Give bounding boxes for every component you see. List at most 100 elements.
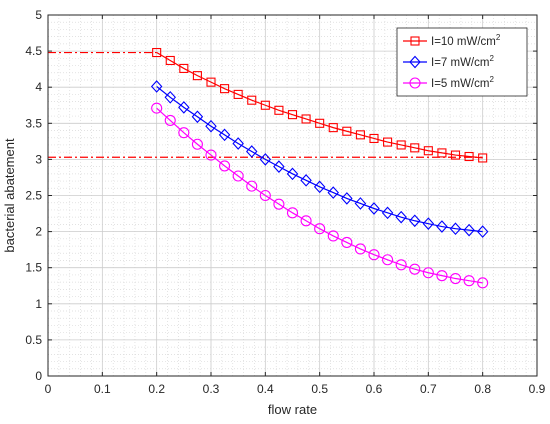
data-point-square [206, 77, 216, 87]
data-point-diamond [327, 186, 339, 199]
data-point-diamond [259, 153, 272, 166]
data-point-diamond [341, 192, 353, 205]
data-point-circle [232, 170, 244, 182]
data-point-circle [164, 114, 176, 126]
data-point-square [410, 36, 420, 46]
data-point-square [220, 84, 230, 94]
legend-label-2: I=5 mW/cm2 [431, 75, 494, 90]
data-point-diamond [164, 90, 176, 104]
data-point-diamond [286, 167, 299, 181]
data-point-circle [422, 267, 434, 279]
data-point-circle [246, 180, 258, 192]
data-point-circle [300, 215, 312, 227]
data-point-circle [368, 249, 380, 261]
y-axis-title: bacterial abatement [2, 138, 17, 253]
data-point-diamond [246, 145, 258, 158]
data-point-circle [449, 272, 462, 285]
data-point-circle [409, 263, 421, 275]
data-point-square [260, 100, 270, 110]
y-tick-label: 1.5 [25, 261, 42, 275]
y-axis-ticks: 0 0.5 1 1.5 2 2.5 3 3.5 4 4.5 5 [25, 8, 537, 383]
data-point-square [383, 137, 393, 147]
reference-lines [48, 51, 483, 158]
x-tick-label: 0.9 [529, 382, 546, 396]
y-tick-label: 2.5 [25, 189, 42, 203]
data-point-square [464, 151, 474, 162]
x-tick-label: 0.3 [203, 382, 220, 396]
x-tick-label: 0.8 [474, 382, 491, 396]
data-point-circle [286, 207, 299, 219]
data-point-diamond [300, 174, 312, 187]
y-tick-label: 2 [35, 225, 42, 239]
data-point-circle [259, 189, 271, 202]
data-point-circle [382, 254, 394, 266]
data-point-diamond [191, 110, 204, 124]
series-line-1 [156, 86, 483, 233]
data-point-circle [178, 127, 190, 139]
data-point-square [396, 140, 406, 150]
data-point-square [410, 143, 420, 153]
legend-label-1: I=7 mW/cm2 [431, 54, 494, 69]
data-point-square [423, 146, 433, 156]
data-point-circle [205, 149, 217, 161]
data-point-square [437, 148, 447, 158]
data-point-square [301, 114, 311, 124]
data-point-square [478, 153, 488, 163]
data-point-diamond [395, 210, 407, 224]
y-tick-label: 0.5 [25, 333, 42, 347]
x-axis-ticks: 0 0.1 0.2 0.3 0.4 0.5 0.6 0.7 0.8 0.9 [45, 15, 546, 396]
data-point-square [355, 130, 365, 140]
y-tick-label: 0 [35, 369, 42, 383]
legend: I=10 mW/cm2 I=7 mW/cm2 I=5 mW/cm2 [396, 27, 528, 97]
data-point-circle [354, 243, 366, 255]
x-tick-label: 0 [45, 382, 52, 396]
data-point-circle [314, 223, 326, 235]
data-point-square [233, 89, 243, 99]
x-axis-title: flow rate [268, 402, 317, 417]
legend-label-superscript: 2 [496, 33, 501, 42]
data-point-diamond [150, 80, 163, 93]
data-point-diamond [218, 128, 231, 142]
data-point-diamond [273, 160, 285, 173]
y-tick-label: 4.5 [25, 44, 42, 58]
data-point-diamond [436, 220, 448, 233]
x-tick-label: 0.4 [257, 382, 274, 396]
data-point-circle [219, 160, 231, 172]
data-point-circle [477, 277, 489, 289]
legend-label-0: I=10 mW/cm2 [431, 33, 501, 48]
data-point-diamond [354, 197, 367, 210]
data-point-diamond [422, 217, 435, 230]
data-point-circle [273, 198, 285, 210]
data-point-diamond [476, 225, 489, 238]
data-point-square [152, 47, 162, 58]
data-point-circle [409, 77, 421, 89]
series-line-0 [156, 52, 483, 159]
data-point-circle [463, 275, 475, 287]
data-point-diamond [449, 222, 462, 236]
x-tick-label: 0.6 [366, 382, 383, 396]
data-point-square [247, 95, 257, 105]
data-point-circle [436, 270, 448, 282]
data-point-square [165, 55, 175, 66]
data-point-circle [341, 236, 353, 248]
series-markers [150, 47, 489, 289]
data-point-square [287, 110, 298, 120]
data-point-square [192, 71, 202, 81]
series-lines [156, 52, 483, 284]
data-point-square [328, 123, 338, 133]
data-point-diamond [409, 214, 421, 228]
data-point-square [342, 126, 352, 136]
x-tick-label: 0.7 [420, 382, 437, 396]
legend-label-superscript: 2 [489, 75, 494, 84]
x-tick-label: 0.1 [94, 382, 111, 396]
data-point-diamond [232, 137, 244, 150]
data-point-diamond [178, 101, 190, 114]
legend-label-superscript: 2 [489, 54, 494, 63]
data-point-diamond [409, 55, 421, 69]
x-tick-label: 0.5 [311, 382, 328, 396]
data-point-square [315, 118, 325, 128]
y-tick-label: 3.5 [25, 116, 42, 130]
data-point-square [179, 63, 189, 73]
series-line-2 [156, 107, 483, 284]
